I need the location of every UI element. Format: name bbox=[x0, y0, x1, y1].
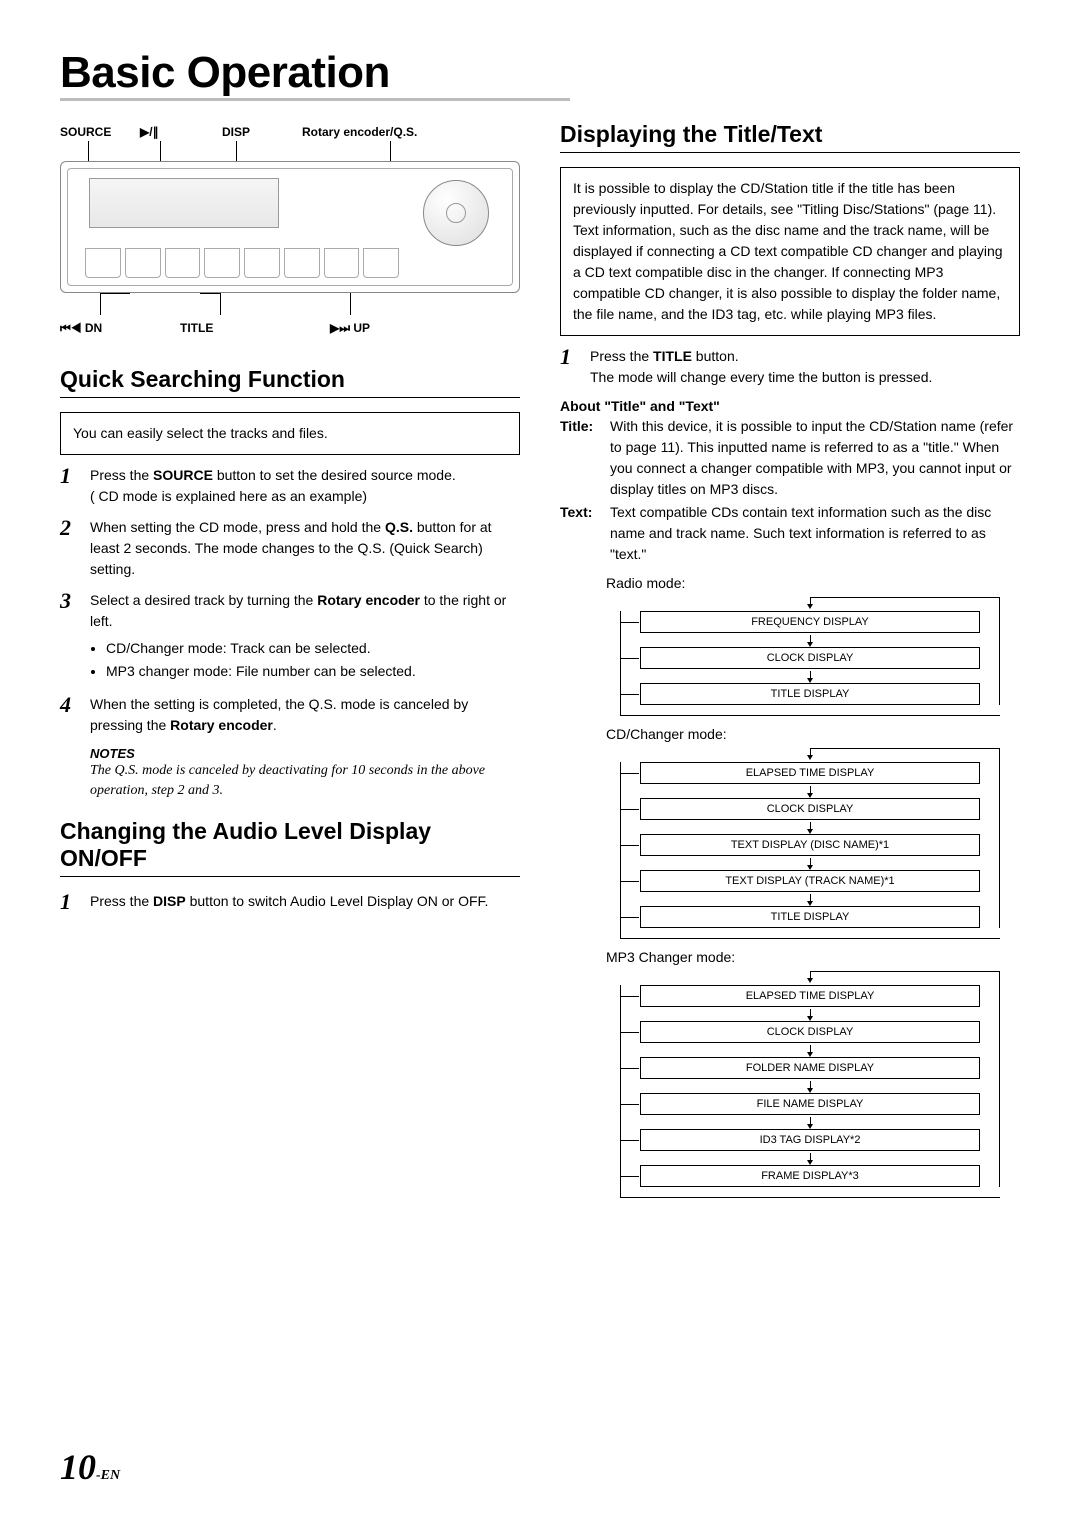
about-heading: About "Title" and "Text" bbox=[560, 398, 1020, 414]
step-body: Select a desired track by turning the Ro… bbox=[90, 590, 520, 684]
right-column: Displaying the Title/Text It is possible… bbox=[560, 121, 1020, 1202]
device-label-rotary: Rotary encoder/Q.S. bbox=[302, 125, 520, 139]
step: 1 Press the DISP button to switch Audio L… bbox=[60, 891, 520, 913]
step: 2When setting the CD mode, press and hol… bbox=[60, 517, 520, 580]
flow-state: ELAPSED TIME DISPLAY bbox=[640, 985, 980, 1007]
flow-state: TEXT DISPLAY (DISC NAME)*1 bbox=[640, 834, 980, 856]
flow-state: FILE NAME DISPLAY bbox=[640, 1093, 980, 1115]
mode-label: CD/Changer mode: bbox=[606, 726, 1020, 742]
step: 1Press the SOURCE button to set the desi… bbox=[60, 465, 520, 507]
device-label-dn: ⏮◀ DN bbox=[60, 321, 180, 336]
device-label-title: TITLE bbox=[180, 321, 330, 336]
heading-quick-search: Quick Searching Function bbox=[60, 366, 520, 398]
flow-state: CLOCK DISPLAY bbox=[640, 647, 980, 669]
flow-diagram: ELAPSED TIME DISPLAY CLOCK DISPLAY FOLDER … bbox=[620, 971, 980, 1198]
quick-search-notes: NOTES The Q.S. mode is canceled by deact… bbox=[90, 746, 520, 800]
flow-state: ID3 TAG DISPLAY*2 bbox=[640, 1129, 980, 1151]
definitions: Title:With this device, it is possible t… bbox=[560, 416, 1020, 565]
heading-title-text: Displaying the Title/Text bbox=[560, 121, 1020, 153]
flow-state: TITLE DISPLAY bbox=[640, 683, 980, 705]
device-label-source: SOURCE bbox=[60, 125, 140, 139]
step-number: 1 bbox=[60, 891, 80, 913]
flow-state: CLOCK DISPLAY bbox=[640, 798, 980, 820]
title-text-steps: 1Press the TITLE button.The mode will ch… bbox=[560, 346, 1020, 388]
definition-body: Text compatible CDs contain text informa… bbox=[610, 502, 1020, 565]
step: 4When the setting is completed, the Q.S.… bbox=[60, 694, 520, 736]
page-suffix: -EN bbox=[96, 1468, 120, 1483]
mode-label: MP3 Changer mode: bbox=[606, 949, 1020, 965]
flow-diagram: FREQUENCY DISPLAY CLOCK DISPLAY TITLE DISP… bbox=[620, 597, 980, 716]
definition-body: With this device, it is possible to inpu… bbox=[610, 416, 1020, 500]
mode-flows: Radio mode: FREQUENCY DISPLAY CLOCK DISPLA… bbox=[560, 575, 1020, 1198]
step: 1Press the TITLE button.The mode will ch… bbox=[560, 346, 1020, 388]
device-body-illustration bbox=[60, 161, 520, 293]
flow-state: CLOCK DISPLAY bbox=[640, 1021, 980, 1043]
flow-state: FRAME DISPLAY*3 bbox=[640, 1165, 980, 1187]
definition: Text:Text compatible CDs contain text in… bbox=[560, 502, 1020, 565]
device-label-disp: DISP bbox=[222, 125, 302, 139]
notes-heading: NOTES bbox=[90, 746, 520, 761]
step-body: Press the DISP button to switch Audio Le… bbox=[90, 891, 520, 913]
definition: Title:With this device, it is possible t… bbox=[560, 416, 1020, 500]
flow-diagram: ELAPSED TIME DISPLAY CLOCK DISPLAY TEXT DI… bbox=[620, 748, 980, 939]
device-label-play-pause: ▶/∥ bbox=[140, 125, 222, 139]
flow-state: TEXT DISPLAY (TRACK NAME)*1 bbox=[640, 870, 980, 892]
audio-level-steps: 1 Press the DISP button to switch Audio L… bbox=[60, 891, 520, 913]
flow-state: TITLE DISPLAY bbox=[640, 906, 980, 928]
left-column: SOURCE ▶/∥ DISP Rotary encoder/Q.S. bbox=[60, 121, 520, 1202]
step-number: 1 bbox=[60, 465, 80, 507]
flow-state: ELAPSED TIME DISPLAY bbox=[640, 762, 980, 784]
page-title: Basic Operation bbox=[60, 48, 570, 101]
step-body: Press the SOURCE button to set the desir… bbox=[90, 465, 520, 507]
flow-state: FOLDER NAME DISPLAY bbox=[640, 1057, 980, 1079]
page-number: 10 bbox=[60, 1447, 96, 1487]
quick-search-intro: You can easily select the tracks and fil… bbox=[60, 412, 520, 455]
step-number: 2 bbox=[60, 517, 80, 580]
heading-audio-level: Changing the Audio Level Display ON/OFF bbox=[60, 818, 520, 877]
step-body: Press the TITLE button.The mode will cha… bbox=[590, 346, 1020, 388]
page-footer: 10-EN bbox=[60, 1446, 120, 1488]
step-body: When the setting is completed, the Q.S. … bbox=[90, 694, 520, 736]
step-number: 3 bbox=[60, 590, 80, 684]
notes-body: The Q.S. mode is canceled by deactivatin… bbox=[90, 761, 520, 800]
device-diagram: SOURCE ▶/∥ DISP Rotary encoder/Q.S. bbox=[60, 125, 520, 336]
quick-search-steps: 1Press the SOURCE button to set the desi… bbox=[60, 465, 520, 736]
definition-label: Text: bbox=[560, 502, 610, 565]
step: 3Select a desired track by turning the R… bbox=[60, 590, 520, 684]
step-number: 1 bbox=[560, 346, 580, 388]
title-text-intro: It is possible to display the CD/Station… bbox=[560, 167, 1020, 336]
flow-state: FREQUENCY DISPLAY bbox=[640, 611, 980, 633]
mode-label: Radio mode: bbox=[606, 575, 1020, 591]
step-number: 4 bbox=[60, 694, 80, 736]
step-body: When setting the CD mode, press and hold… bbox=[90, 517, 520, 580]
content-columns: SOURCE ▶/∥ DISP Rotary encoder/Q.S. bbox=[60, 121, 1020, 1202]
definition-label: Title: bbox=[560, 416, 610, 500]
device-label-up: ▶⏭ UP bbox=[330, 321, 520, 336]
